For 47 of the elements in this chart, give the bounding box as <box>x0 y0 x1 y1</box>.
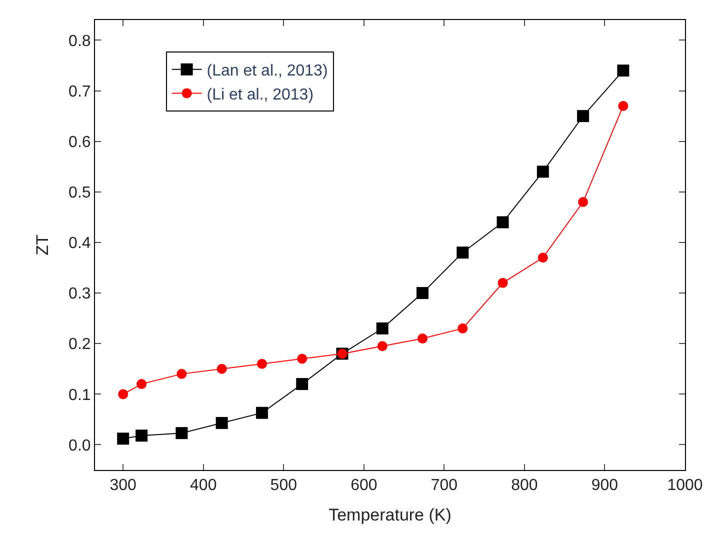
y-tick-label: 0.2 <box>68 336 91 354</box>
point <box>118 389 128 400</box>
legend-label: (Li et al., 2013) <box>206 86 314 104</box>
point <box>617 64 630 77</box>
y-tick-label: 0.1 <box>68 386 91 404</box>
point <box>418 334 428 344</box>
x-tick-label: 600 <box>350 477 378 494</box>
x-tick-label: 300 <box>110 477 137 494</box>
point <box>618 100 628 111</box>
x-tick-label: 700 <box>430 477 458 494</box>
x-tick-label: 1000 <box>667 477 703 494</box>
point <box>496 216 509 228</box>
point <box>456 246 469 259</box>
point <box>216 364 227 374</box>
point <box>176 427 188 440</box>
y-tick-label: 0.3 <box>68 286 91 303</box>
point <box>538 252 548 263</box>
y-tick-label: 0.4 <box>68 235 91 252</box>
point <box>136 379 147 390</box>
point <box>376 322 388 334</box>
point <box>136 430 148 442</box>
x-tick-label: 900 <box>591 477 618 494</box>
point <box>577 110 590 122</box>
point <box>256 358 267 369</box>
y-tick-label: 0.6 <box>68 134 91 151</box>
x-tick-label: 400 <box>190 477 217 494</box>
y-tick-label: 0.0 <box>68 437 91 454</box>
y-axis-title: ZT <box>33 234 52 256</box>
x-tick-label: 800 <box>511 477 538 494</box>
x-axis-title: Temperature (K) <box>328 506 452 525</box>
x-tick-label: 500 <box>270 477 298 494</box>
y-tick-label: 0.5 <box>68 184 91 202</box>
point <box>416 287 429 300</box>
y-tick-label: 0.8 <box>68 32 91 50</box>
point <box>216 416 228 429</box>
point <box>256 406 268 419</box>
point <box>296 378 308 390</box>
point <box>458 323 468 334</box>
point <box>377 341 388 352</box>
y-tick-label: 0.7 <box>68 83 91 100</box>
legend-label: (Lan et al., 2013) <box>206 62 328 80</box>
point <box>498 278 508 288</box>
point <box>536 166 549 178</box>
point <box>176 368 187 379</box>
point <box>578 197 588 208</box>
point <box>297 354 308 364</box>
point <box>117 432 130 445</box>
